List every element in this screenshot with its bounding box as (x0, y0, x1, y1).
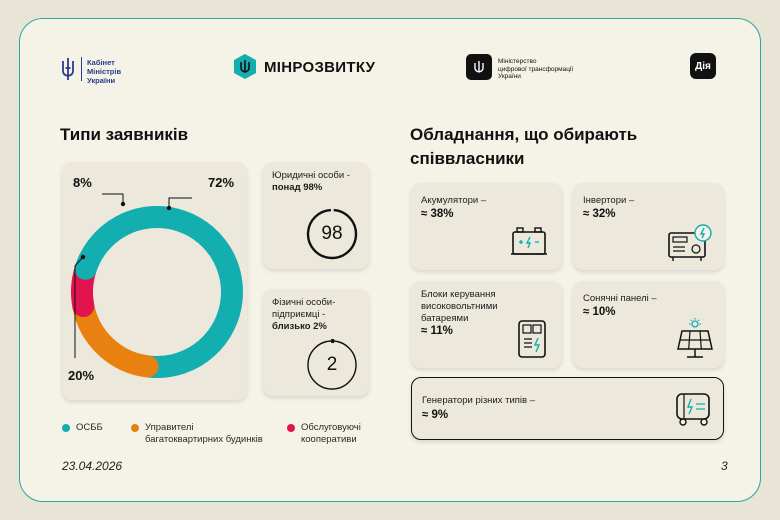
generators-card: Генератори різних типів – ≈ 9% (411, 377, 724, 440)
applicant-types-title: Типи заявників (60, 125, 189, 144)
legal-entities-card: Юридичні особи - понад 98% 98 (263, 162, 369, 269)
pct-label-8: 8% (73, 175, 92, 190)
footer-date: 23.04.2026 (62, 459, 123, 473)
legend-label-osbb: ОСББ (76, 422, 103, 433)
donut-segment-osbb (74, 206, 243, 378)
legend-dot-cooperatives (287, 424, 295, 432)
legal-entities-value: 98 (321, 223, 343, 244)
batteries-card: Акумулятори – ≈ 38% (411, 183, 562, 270)
generators-value: ≈ 9% (422, 409, 449, 421)
legend-dot-osbb (62, 424, 70, 432)
inverter-icon (668, 224, 712, 261)
leader-line-8 (102, 193, 124, 202)
inverters-value: ≈ 32% (583, 208, 616, 220)
minrozvytku-hexagon-icon (233, 53, 257, 85)
cabinet-logo-text: Кабінет Міністрів України (87, 58, 122, 85)
legal-entities-gauge (306, 208, 358, 260)
leader-line-72 (168, 197, 192, 206)
solar-panel-icon (677, 318, 713, 358)
legend-item-cooperatives: Обслуговуючі кооперативи (287, 422, 361, 446)
batteries-value: ≈ 38% (421, 208, 454, 220)
donut-segment-managers (72, 295, 159, 378)
page-number: 3 (721, 459, 728, 473)
inverters-label: Інвертори – (583, 195, 635, 206)
ministry-logo-text: Міністерство цифрової трансформації Укра… (498, 58, 574, 80)
trident-icon (60, 57, 76, 86)
generators-label: Генератори різних типів – (422, 395, 536, 406)
leader-dot-20 (80, 254, 86, 260)
diia-logo: Дія (690, 53, 716, 79)
divider (81, 57, 82, 81)
batteries-label: Акумулятори – (421, 195, 487, 206)
solar-panels-value: ≈ 10% (583, 306, 616, 318)
legend-dot-managers (131, 424, 139, 432)
donut-chart-card (62, 162, 247, 400)
legend-item-osbb: ОСББ (62, 422, 103, 434)
solar-panels-label: Сонячні панелі – (583, 293, 657, 304)
battery-icon (511, 227, 547, 255)
solar-panels-card: Сонячні панелі – ≈ 10% (573, 281, 724, 368)
equipment-title: Обладнання, що обирають співвласники (410, 125, 638, 168)
bms-card: Блоки керування високовольтними батареям… (411, 281, 562, 368)
bms-value: ≈ 11% (421, 325, 453, 337)
pct-label-20: 20% (68, 368, 95, 383)
minrozvytku-logo-text: МІНРОЗВИТКУ (264, 59, 376, 76)
ministry-logo-icon (466, 54, 492, 80)
individual-entrepreneurs-gauge (306, 339, 358, 391)
inverters-card: Інвертори – ≈ 32% (573, 183, 724, 270)
legend-label-managers: Управителі багатоквартирних будинків (145, 422, 263, 445)
legend-item-managers: Управителі багатоквартирних будинків (131, 422, 263, 446)
pct-label-72: 72% (208, 175, 235, 190)
legal-entities-label: Юридичні особи - понад 98% (272, 170, 350, 193)
leader-line-20 (74, 257, 83, 358)
leader-dot-8 (120, 201, 126, 207)
legend-label-cooperatives: Обслуговуючі кооперативи (301, 422, 361, 445)
individual-entrepreneurs-value: 2 (326, 354, 338, 375)
slide: Кабінет Міністрів України МІНРОЗВИТКУ Мі… (19, 18, 761, 502)
individual-entrepreneurs-label: Фізичні особи- підприємці - близько 2% (272, 297, 336, 332)
donut-segment-osbb-cap (74, 248, 101, 280)
leader-dot-72 (166, 205, 172, 211)
individual-entrepreneurs-card: Фізичні особи- підприємці - близько 2% 2 (263, 289, 369, 396)
donut-chart (71, 193, 243, 378)
bms-icon (518, 320, 546, 358)
generator-icon (676, 393, 710, 426)
bms-label: Блоки керування високовольтними батареям… (421, 289, 498, 324)
